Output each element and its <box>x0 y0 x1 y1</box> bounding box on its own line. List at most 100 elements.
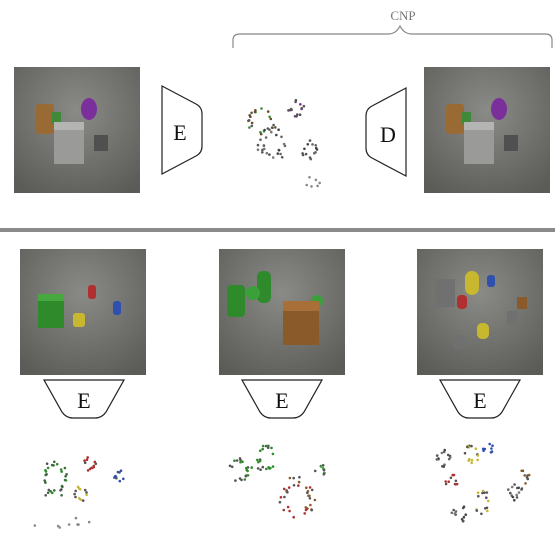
cloud-point <box>83 488 87 492</box>
cloud-point <box>261 151 264 154</box>
cloud-point <box>263 128 266 132</box>
cloud-point <box>282 142 286 146</box>
cloud-point <box>470 461 473 465</box>
cloud-point <box>449 476 453 480</box>
cloud-point <box>468 457 471 461</box>
cloud-point <box>243 478 247 481</box>
cloud-point <box>306 491 309 495</box>
cloud-point <box>455 482 459 486</box>
cloud-point <box>238 477 242 480</box>
cloud-point <box>261 447 264 451</box>
cloud-point <box>515 493 518 497</box>
cloud-point <box>74 489 77 493</box>
cloud-point <box>515 496 519 499</box>
input-scene-image <box>14 67 140 193</box>
cloud-point <box>454 510 458 513</box>
cloud-point <box>470 458 474 462</box>
cloud-point <box>435 458 439 461</box>
cloud-point <box>122 477 125 481</box>
cloud-point <box>259 449 262 452</box>
cloud-point <box>267 444 270 448</box>
cloud-point <box>507 488 510 491</box>
cloud-point <box>481 491 484 495</box>
cloud-point <box>282 508 286 512</box>
cloud-point <box>244 474 248 478</box>
cloud-point <box>268 128 271 131</box>
cloud-point <box>256 143 260 147</box>
cloud-point <box>67 523 71 526</box>
bottom-scene-image-3 <box>417 249 543 375</box>
cloud-point <box>520 488 523 491</box>
cloud-point <box>292 515 295 519</box>
cloud-point <box>318 181 321 185</box>
cloud-point <box>476 458 479 462</box>
cloud-point <box>311 143 314 146</box>
cloud-point <box>304 152 308 156</box>
cloud-point <box>305 183 308 187</box>
cloud-point <box>93 460 97 464</box>
cloud-point <box>271 126 274 130</box>
cloud-point <box>247 119 251 122</box>
cloud-point <box>264 136 268 139</box>
cloud-point <box>280 135 283 139</box>
cloud-point <box>52 464 55 467</box>
cloud-point <box>475 509 479 512</box>
cloud-point <box>491 444 494 447</box>
cloud-point <box>490 447 493 450</box>
cnp-bracket <box>232 24 553 48</box>
cloud-point <box>444 482 448 486</box>
cloud-point <box>489 451 493 454</box>
cloud-point <box>64 475 67 478</box>
cloud-point <box>265 151 269 155</box>
cloud-point <box>313 498 317 502</box>
cloud-point <box>246 474 250 477</box>
cloud-point <box>234 479 237 482</box>
cloud-point <box>461 519 465 523</box>
point-cloud-3 <box>435 442 531 523</box>
cloud-point <box>235 459 239 462</box>
cloud-point <box>61 485 64 488</box>
cloud-point <box>313 469 317 473</box>
cloud-point <box>300 107 304 110</box>
cloud-point <box>261 465 265 469</box>
cloud-point <box>282 487 286 491</box>
cloud-point <box>91 466 94 470</box>
cloud-point <box>288 509 291 513</box>
cloud-point <box>292 484 296 487</box>
cloud-point <box>454 479 458 483</box>
cloud-point <box>289 107 293 111</box>
cloud-point <box>250 121 254 125</box>
cloud-point <box>249 115 252 118</box>
cloud-point <box>452 508 455 512</box>
cloud-point <box>314 146 318 150</box>
cloud-point <box>286 491 289 494</box>
point-cloud-1 <box>33 456 125 529</box>
cloud-point <box>308 139 312 142</box>
cloud-point <box>59 468 63 471</box>
cloud-point <box>510 485 514 489</box>
encoder-block-3: E <box>438 379 522 419</box>
cloud-point <box>53 460 56 464</box>
cloud-point <box>45 462 49 465</box>
cloud-point <box>322 473 326 476</box>
cloud-point <box>304 508 308 512</box>
cloud-point <box>481 489 485 493</box>
cloud-point <box>63 466 67 470</box>
cloud-point <box>59 489 62 492</box>
cloud-point <box>303 147 306 151</box>
cloud-point <box>485 491 489 494</box>
cloud-point <box>279 152 282 156</box>
cloud-point <box>241 460 244 463</box>
cloud-point <box>272 123 275 127</box>
cloud-point <box>83 461 87 464</box>
cloud-point <box>267 466 270 469</box>
cloud-point <box>44 481 47 484</box>
cloud-point <box>435 454 439 457</box>
cloud-point <box>486 509 489 513</box>
cloud-point <box>308 486 312 489</box>
cloud-point <box>446 453 450 457</box>
cloud-point <box>484 507 487 510</box>
cloud-point <box>262 144 266 148</box>
encoder-label-2: E <box>275 388 288 413</box>
cloud-point <box>462 505 466 508</box>
